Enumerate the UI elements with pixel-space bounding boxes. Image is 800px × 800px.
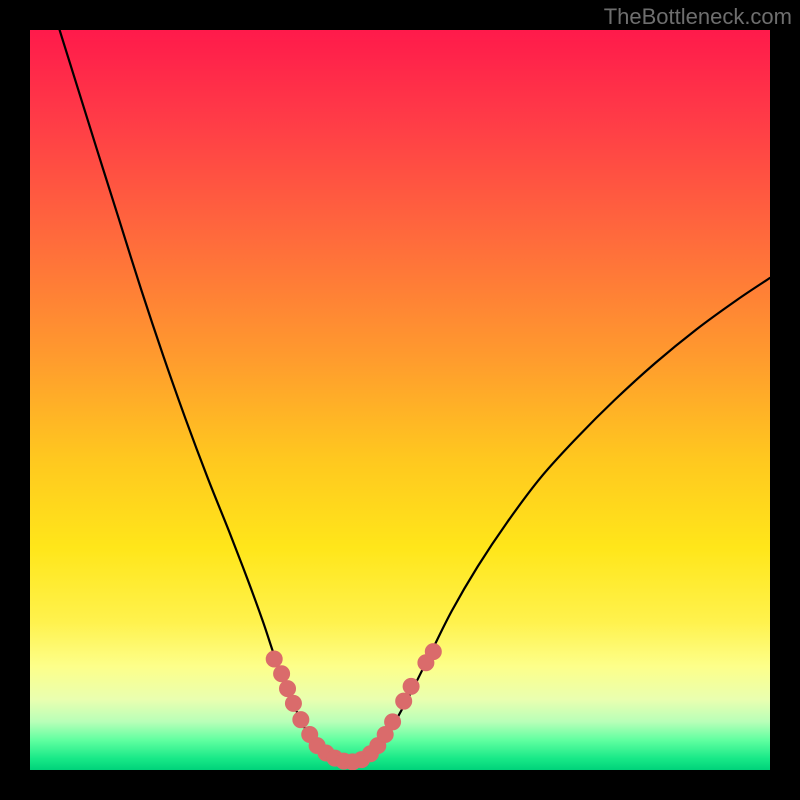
marker-point (266, 651, 282, 667)
plot-background (30, 30, 770, 770)
bottleneck-chart (0, 0, 800, 800)
marker-point (293, 712, 309, 728)
marker-point (285, 695, 301, 711)
marker-point (280, 681, 296, 697)
watermark-label: TheBottleneck.com (604, 4, 792, 30)
marker-point (403, 678, 419, 694)
marker-point (385, 714, 401, 730)
chart-container: TheBottleneck.com (0, 0, 800, 800)
marker-point (425, 644, 441, 660)
marker-point (396, 693, 412, 709)
marker-point (274, 666, 290, 682)
